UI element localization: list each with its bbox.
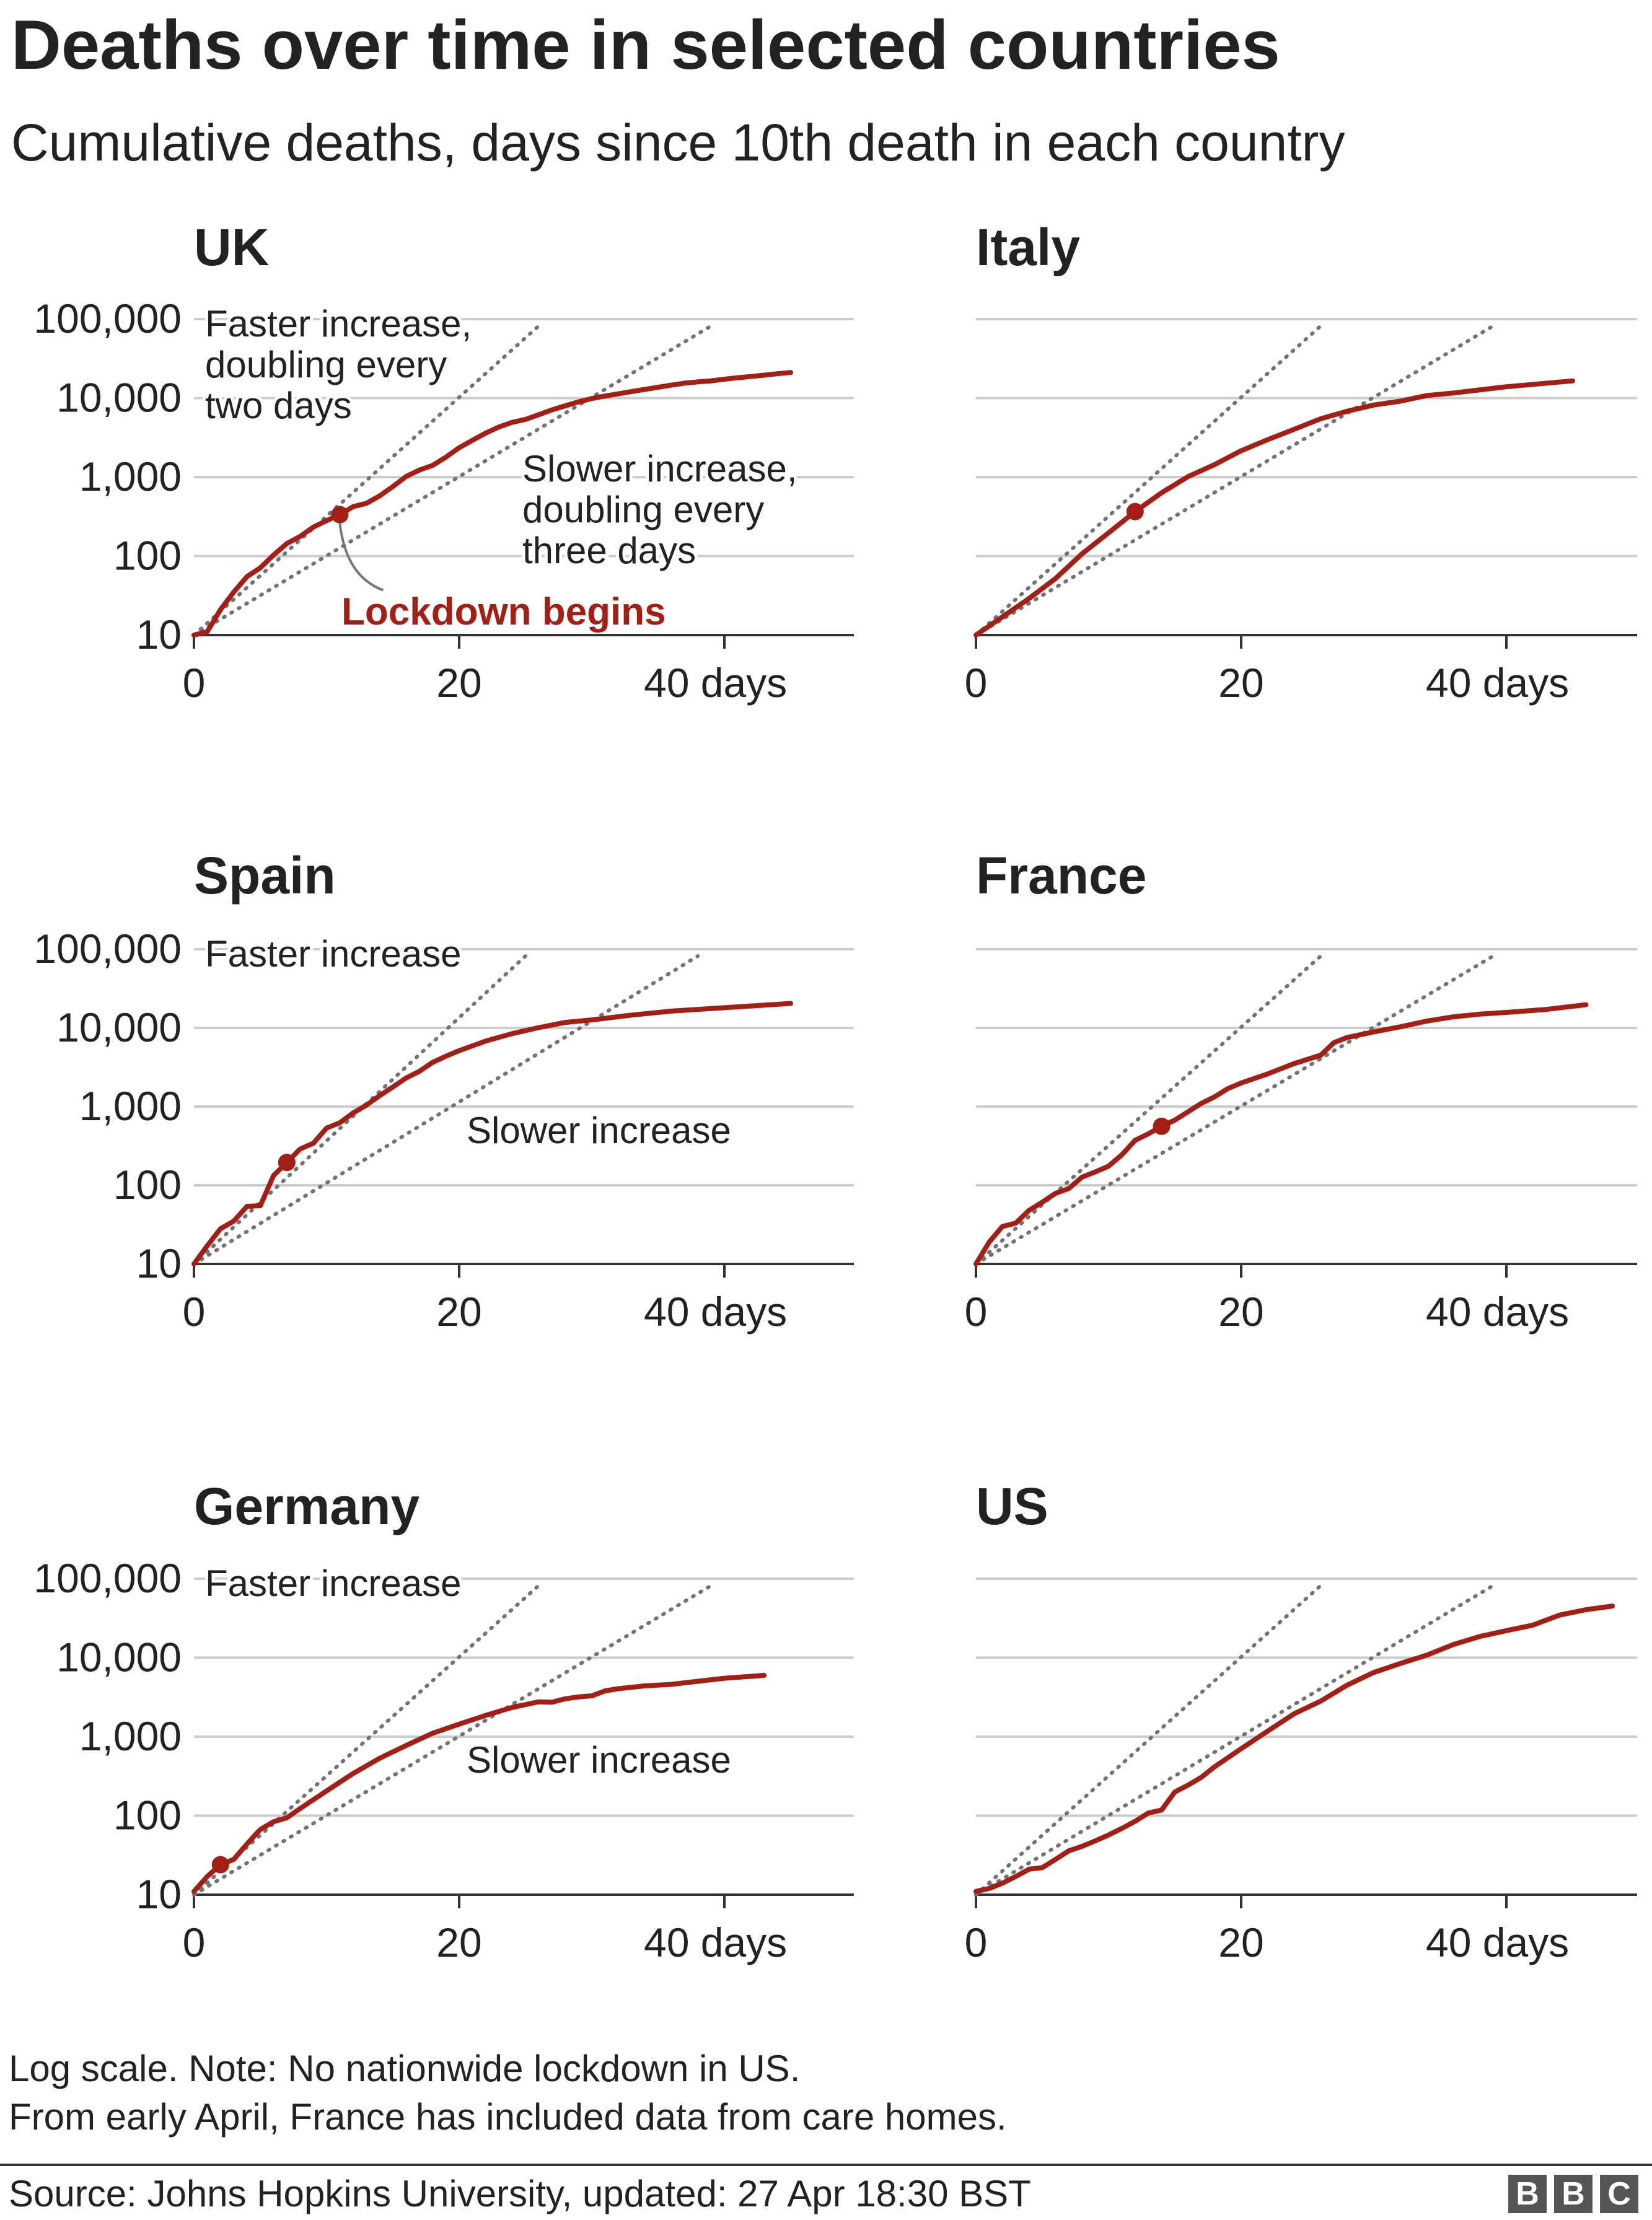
annotation-slower-increase: doubling every	[522, 489, 764, 530]
x-tick-label: 20	[1218, 1919, 1263, 1965]
x-tick-label: 20	[1218, 1289, 1263, 1335]
y-tick-label: 1,000	[79, 454, 182, 499]
panel-title: Italy	[976, 218, 1080, 276]
annotation-faster-increase: two days	[205, 385, 352, 426]
x-tick-label: 40 days	[1426, 1919, 1569, 1965]
chart-notes: Log scale. Note: No nationwide lockdown …	[9, 2045, 1007, 2141]
footer-divider	[0, 2164, 1652, 2166]
panel-title: UK	[194, 218, 269, 276]
reference-line-fast	[192, 324, 541, 637]
chart-subtitle: Cumulative deaths, days since 10th death…	[11, 113, 1345, 172]
annotation-slower-increase: Slower increase,	[522, 448, 797, 489]
x-tick-label: 0	[965, 1289, 988, 1335]
lockdown-marker	[1126, 502, 1144, 520]
reference-line-slow	[192, 324, 713, 637]
reference-line-slow	[192, 1584, 713, 1897]
annotation-slower-increase: three days	[522, 530, 696, 571]
x-tick-label: 20	[1218, 660, 1263, 706]
lockdown-marker	[1153, 1117, 1171, 1135]
series-line	[973, 1604, 1615, 1894]
series-line	[973, 378, 1575, 638]
y-tick-label: 100,000	[33, 1555, 182, 1601]
note-log-scale: Log scale. Note: No nationwide lockdown …	[9, 2048, 801, 2089]
y-tick-label: 100	[113, 533, 182, 579]
reference-line-slow	[974, 954, 1495, 1266]
x-tick-label: 0	[965, 660, 988, 706]
y-tick-label: 10	[136, 612, 182, 657]
series-line	[191, 1001, 793, 1266]
x-tick-label: 20	[436, 660, 481, 706]
annotation-lockdown-begins: Lockdown begins	[341, 590, 666, 633]
reference-line-fast	[974, 1584, 1323, 1897]
x-tick-label: 20	[436, 1289, 481, 1335]
y-tick-label: 10,000	[56, 1004, 182, 1050]
x-tick-label: 0	[183, 660, 206, 706]
y-tick-label: 10	[136, 1240, 182, 1286]
lockdown-marker	[331, 506, 349, 524]
reference-line-slow	[974, 324, 1495, 637]
panel-title: Spain	[194, 846, 336, 905]
bbc-logo-block: C	[1600, 2175, 1638, 2213]
y-tick-label: 1,000	[79, 1083, 182, 1129]
annotation-slower-increase: Slower increase	[467, 1739, 731, 1781]
panel-title: France	[976, 846, 1146, 905]
x-tick-label: 0	[965, 1919, 988, 1965]
x-tick-label: 20	[436, 1919, 481, 1965]
y-tick-label: 100	[113, 1162, 182, 1208]
bbc-logo-block: B	[1554, 2175, 1593, 2213]
y-tick-label: 100,000	[33, 296, 182, 341]
chart-title: Deaths over time in selected countries	[11, 6, 1280, 84]
panel-title: Germany	[194, 1477, 420, 1535]
panel-title: US	[976, 1477, 1048, 1535]
series-line	[973, 1002, 1589, 1266]
y-tick-label: 10,000	[56, 375, 182, 421]
reference-line-slow	[974, 1584, 1495, 1897]
y-tick-label: 10,000	[56, 1634, 182, 1680]
series-line	[191, 370, 793, 638]
source-line: Source: Johns Hopkins University, update…	[9, 2173, 1031, 2214]
reference-line-fast	[192, 1584, 541, 1897]
x-tick-label: 40 days	[644, 660, 787, 706]
lockdown-leader-line	[338, 523, 384, 592]
annotation-faster-increase: doubling every	[205, 344, 447, 385]
y-tick-label: 100,000	[33, 926, 182, 972]
x-tick-label: 40 days	[1426, 1289, 1569, 1335]
reference-line-fast	[974, 954, 1323, 1266]
y-tick-label: 1,000	[79, 1713, 182, 1759]
reference-line-slow	[192, 954, 700, 1266]
note-france-care-homes: From early April, France has included da…	[9, 2096, 1007, 2138]
bbc-logo: B B C	[1508, 2175, 1638, 2213]
annotation-faster-increase: Faster increase	[205, 933, 462, 975]
x-tick-label: 40 days	[644, 1289, 787, 1335]
annotation-slower-increase: Slower increase	[467, 1110, 731, 1151]
lockdown-marker	[278, 1154, 296, 1172]
y-tick-label: 100	[113, 1792, 182, 1838]
x-tick-label: 40 days	[1426, 660, 1569, 706]
reference-line-fast	[974, 324, 1323, 637]
lockdown-marker	[211, 1856, 229, 1874]
bbc-logo-block: B	[1508, 2175, 1547, 2213]
x-tick-label: 40 days	[644, 1919, 787, 1965]
x-tick-label: 0	[183, 1919, 206, 1965]
annotation-faster-increase: Faster increase,	[205, 303, 472, 344]
series-line	[191, 1673, 767, 1894]
x-tick-label: 0	[183, 1289, 206, 1335]
y-tick-label: 10	[136, 1871, 182, 1917]
annotation-faster-increase: Faster increase	[205, 1563, 462, 1604]
